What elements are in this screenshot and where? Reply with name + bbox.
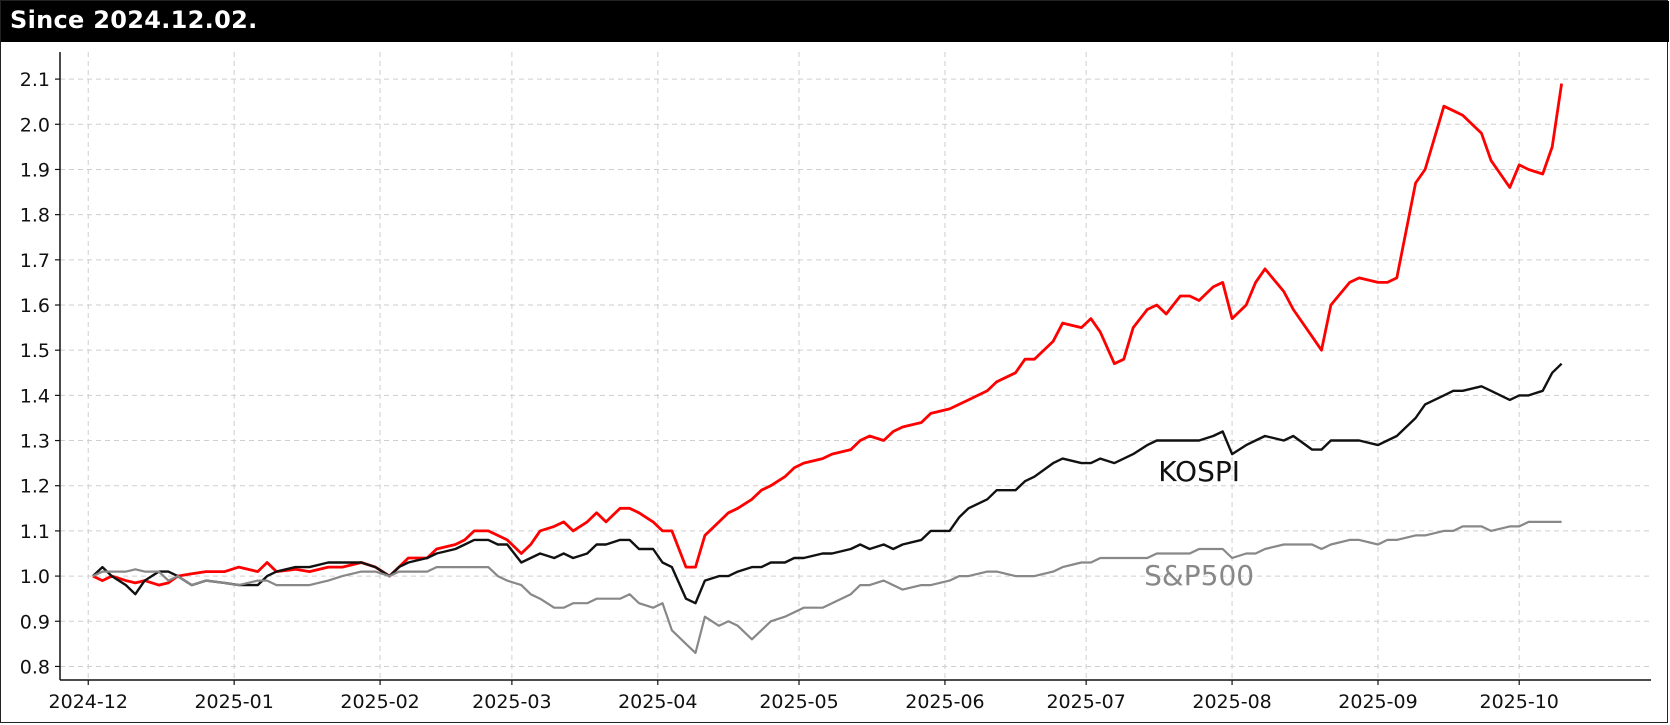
series-line-0: [92, 83, 1563, 587]
y-tick-label: 1.0: [20, 566, 50, 588]
x-tick-label: 2025-05: [759, 691, 838, 713]
x-tick-label: 2025-07: [1046, 691, 1125, 713]
x-tick-label: 2025-10: [1480, 691, 1559, 713]
x-tick-label: 2025-02: [340, 691, 419, 713]
y-tick-label: 1.9: [20, 159, 50, 181]
y-tick-label: 1.4: [20, 385, 50, 407]
axes: [55, 52, 1651, 685]
y-tick-label: 1.3: [20, 431, 50, 453]
annotation-label: S&P500: [1144, 559, 1254, 592]
series-lines: [92, 83, 1563, 654]
x-tick-label: 2024-12: [49, 691, 128, 713]
series-line-1: [92, 362, 1563, 605]
chart-title: Since 2024.12.02.: [10, 6, 258, 34]
y-tick-label: 2.1: [20, 69, 50, 91]
grid-lines: [60, 52, 1651, 680]
title-bar: Since 2024.12.02.: [1, 1, 1669, 42]
y-tick-label: 1.5: [20, 340, 50, 362]
x-tick-label: 2025-04: [618, 691, 697, 713]
series-line-2: [92, 520, 1562, 654]
y-tick-label: 0.9: [20, 611, 50, 633]
y-tick-label: 2.0: [20, 114, 50, 136]
y-tick-label: 1.6: [20, 295, 50, 317]
x-tick-label: 2025-08: [1192, 691, 1271, 713]
y-tick-label: 0.8: [20, 656, 50, 678]
y-tick-label: 1.1: [20, 521, 50, 543]
x-tick-label: 2025-09: [1338, 691, 1417, 713]
y-tick-label: 1.8: [20, 205, 50, 227]
y-tick-label: 1.2: [20, 476, 50, 498]
x-tick-label: 2025-03: [472, 691, 551, 713]
y-tick-label: 1.7: [20, 250, 50, 272]
x-tick-label: 2025-01: [194, 691, 273, 713]
annotation-label: KOSPI: [1158, 455, 1240, 488]
tick-labels: 0.8 0.9 1.0 1.1 1.2 1.3 1.4 1.5 1.6 1.7 1.8 1.9 2.0 2…: [20, 69, 1559, 713]
x-tick-label: 2025-06: [905, 691, 984, 713]
annotations: KOSPI S&P500: [1144, 455, 1254, 592]
